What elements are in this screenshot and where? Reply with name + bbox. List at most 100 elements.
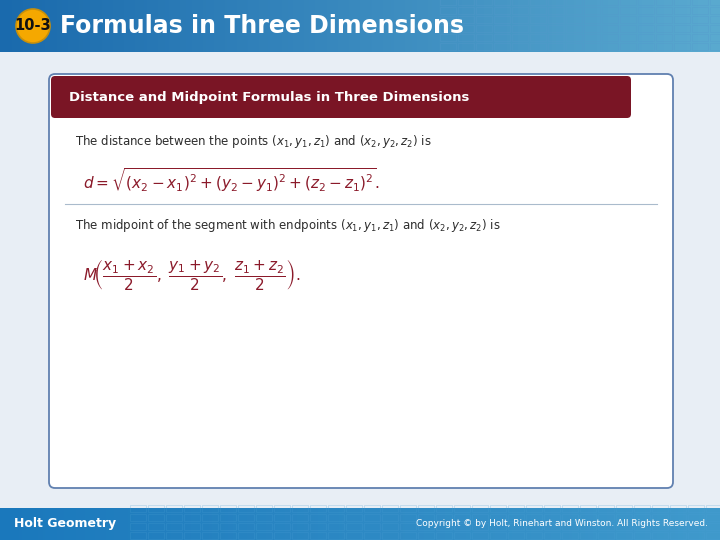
Bar (490, 523, 506, 530)
Bar (620, 7, 636, 14)
Bar (710, 0, 720, 5)
Text: Holt Geometry: Holt Geometry (14, 517, 116, 530)
Bar (274, 532, 290, 539)
Bar (166, 505, 182, 512)
Bar (670, 523, 686, 530)
Bar (602, 34, 618, 41)
Bar (544, 532, 560, 539)
Bar (652, 514, 668, 521)
Bar (292, 505, 308, 512)
Bar (566, 16, 582, 23)
Bar (440, 34, 456, 41)
Bar (184, 532, 200, 539)
Text: The distance between the points $(x_1, y_1, z_1)$ and $(x_2, y_2, z_2)$ is: The distance between the points $(x_1, y… (75, 133, 432, 151)
Bar (184, 505, 200, 512)
Bar (310, 523, 326, 530)
Bar (400, 532, 416, 539)
Bar (548, 43, 564, 50)
Bar (0, 52, 720, 508)
Bar (458, 7, 474, 14)
Bar (292, 532, 308, 539)
Bar (440, 43, 456, 50)
Bar (692, 7, 708, 14)
Bar (364, 505, 380, 512)
Bar (638, 16, 654, 23)
Bar (490, 514, 506, 521)
Bar (346, 523, 362, 530)
Bar (692, 25, 708, 32)
Text: Distance and Midpoint Formulas in Three Dimensions: Distance and Midpoint Formulas in Three … (69, 91, 469, 104)
Bar (530, 0, 546, 5)
Bar (616, 532, 632, 539)
Bar (472, 514, 488, 521)
Bar (670, 514, 686, 521)
Bar (638, 34, 654, 41)
Bar (436, 523, 452, 530)
Bar (530, 7, 546, 14)
Bar (638, 25, 654, 32)
Bar (382, 514, 398, 521)
Bar (652, 523, 668, 530)
Bar (328, 505, 344, 512)
Bar (638, 43, 654, 50)
Bar (220, 505, 236, 512)
Bar (530, 43, 546, 50)
Bar (670, 532, 686, 539)
Bar (346, 532, 362, 539)
Bar (674, 25, 690, 32)
Bar (508, 532, 524, 539)
Bar (512, 25, 528, 32)
Bar (130, 523, 146, 530)
Bar (440, 7, 456, 14)
Bar (476, 16, 492, 23)
Bar (494, 25, 510, 32)
Bar (328, 532, 344, 539)
Bar (526, 514, 542, 521)
Bar (458, 34, 474, 41)
Bar (656, 7, 672, 14)
Bar (490, 532, 506, 539)
Text: $M\!\left(\dfrac{x_1 + x_2}{2},\ \dfrac{y_1 + y_2}{2},\ \dfrac{z_1 + z_2}{2}\rig: $M\!\left(\dfrac{x_1 + x_2}{2},\ \dfrac{… (83, 256, 301, 292)
Bar (584, 34, 600, 41)
Bar (400, 523, 416, 530)
Bar (656, 25, 672, 32)
Bar (400, 514, 416, 521)
Bar (544, 523, 560, 530)
Bar (562, 532, 578, 539)
Bar (148, 532, 164, 539)
Bar (580, 505, 596, 512)
Bar (436, 532, 452, 539)
Bar (706, 505, 720, 512)
Bar (508, 523, 524, 530)
Bar (512, 7, 528, 14)
Bar (584, 43, 600, 50)
Bar (688, 523, 704, 530)
Bar (548, 0, 564, 5)
Bar (580, 514, 596, 521)
Bar (616, 514, 632, 521)
Bar (476, 0, 492, 5)
Bar (602, 43, 618, 50)
Bar (494, 34, 510, 41)
Bar (544, 514, 560, 521)
Bar (494, 16, 510, 23)
Bar (692, 43, 708, 50)
Bar (530, 25, 546, 32)
Bar (602, 16, 618, 23)
Bar (602, 0, 618, 5)
Bar (548, 34, 564, 41)
Bar (292, 514, 308, 521)
Text: The midpoint of the segment with endpoints $(x_1, y_1, z_1)$ and $(x_2, y_2, z_2: The midpoint of the segment with endpoin… (75, 218, 500, 234)
Bar (566, 43, 582, 50)
Bar (310, 505, 326, 512)
Bar (584, 7, 600, 14)
Bar (418, 505, 434, 512)
Bar (148, 505, 164, 512)
Bar (382, 505, 398, 512)
Bar (710, 16, 720, 23)
Bar (454, 514, 470, 521)
Bar (710, 25, 720, 32)
Text: Copyright © by Holt, Rinehart and Winston. All Rights Reserved.: Copyright © by Holt, Rinehart and Winsto… (416, 519, 708, 529)
Bar (166, 523, 182, 530)
Bar (638, 0, 654, 5)
